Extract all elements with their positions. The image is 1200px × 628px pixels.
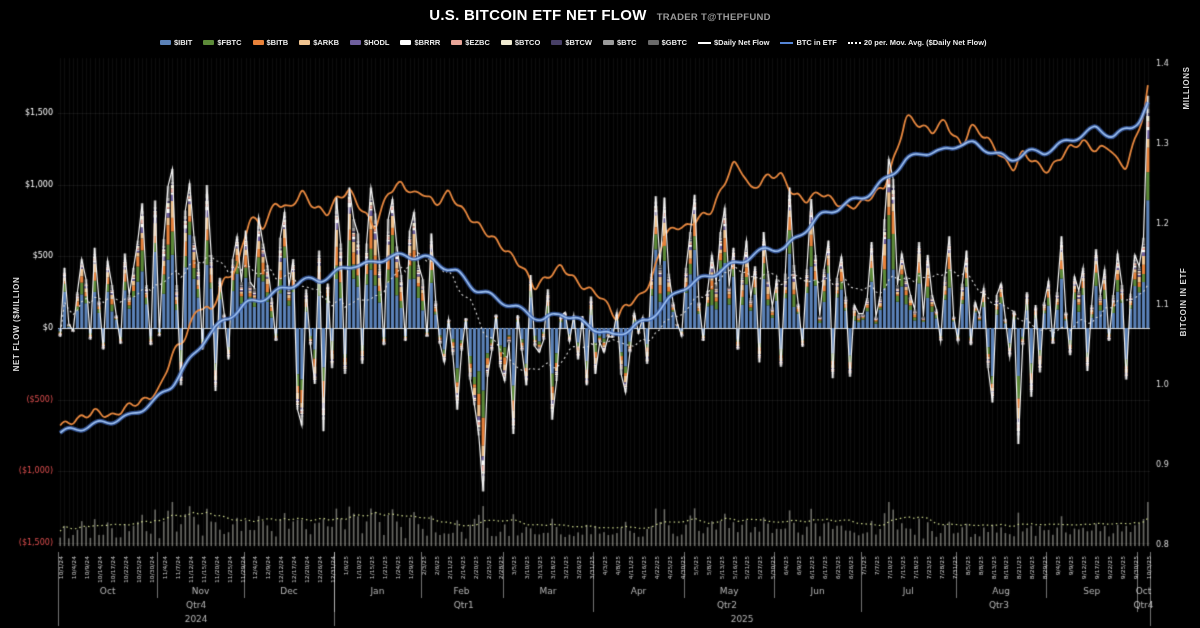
legend-item-btco: $BTCO	[500, 38, 541, 47]
legend-swatch	[698, 41, 711, 44]
legend-label: $ARKB	[313, 38, 340, 47]
legend-item--daily-net-flow: $Daily Net Flow	[698, 38, 769, 47]
legend-swatch	[451, 40, 463, 45]
byline: TRADER T@THEPFUND	[656, 12, 771, 23]
legend-item-bitb: $BITB	[252, 38, 289, 47]
legend-item-gbtc: $GBTC	[647, 38, 687, 47]
legend-label: $EZBC	[465, 38, 490, 47]
legend-label: $Daily Net Flow	[714, 38, 770, 47]
chart-header: U.S. BITCOIN ETF NET FLOW TRADER T@THEPFU…	[0, 7, 1200, 25]
chart-legend: $IBIT $FBTC $BITB $ARKB $HODL $BRRR $EZBC $BTCO…	[160, 38, 1060, 47]
legend-item-hodl: $HODL	[350, 38, 389, 47]
legend-swatch	[350, 40, 362, 45]
legend-item-brrr: $BRRR	[400, 38, 440, 47]
legend-swatch	[500, 40, 512, 45]
legend-label: 20 per. Mov. Avg. ($Daily Net Flow)	[863, 38, 987, 47]
legend-swatch	[203, 40, 215, 45]
legend-item-btc-in-etf: BTC in ETF	[780, 38, 837, 47]
legend-swatch	[780, 41, 794, 44]
legend-swatch	[299, 40, 311, 45]
legend-item-btcw: $BTCW	[551, 38, 592, 47]
legend-label: $IBIT	[174, 38, 193, 47]
legend-item-ezbc: $EZBC	[451, 38, 490, 47]
left-axis-title: NET FLOW ($MILLION	[12, 276, 21, 372]
right-axis-units: MILLIONS	[1182, 66, 1191, 110]
legend-item-arkb: $ARKB	[299, 38, 339, 47]
legend-swatch	[400, 40, 412, 45]
legend-swatch	[160, 40, 171, 45]
right-axis-title: BITCOIN IN ETF	[1179, 267, 1188, 337]
legend-item-20-per-mov-avg-daily-net-flow-: 20 per. Mov. Avg. ($Daily Net Flow)	[847, 38, 987, 47]
page-title: U.S. BITCOIN ETF NET FLOW	[429, 7, 647, 24]
legend-label: BTC in ETF	[796, 38, 837, 47]
legend-swatch	[551, 40, 563, 45]
legend-label: $GBTC	[661, 38, 687, 47]
legend-label: $BITB	[266, 38, 289, 47]
legend-label: $BTCW	[565, 38, 592, 47]
legend-swatch	[252, 40, 264, 45]
legend-item-fbtc: $FBTC	[203, 38, 242, 47]
legend-label: $BTC	[616, 38, 637, 47]
legend-item-ibit: $IBIT	[160, 38, 192, 47]
legend-label: $BTCO	[514, 38, 541, 47]
legend-swatch	[847, 41, 861, 44]
legend-label: $HODL	[364, 38, 390, 47]
legend-label: $BRRR	[414, 38, 441, 47]
legend-swatch	[647, 40, 659, 45]
legend-swatch	[602, 40, 614, 45]
legend-item-btc: $BTC	[602, 38, 637, 47]
legend-label: $FBTC	[217, 38, 242, 47]
